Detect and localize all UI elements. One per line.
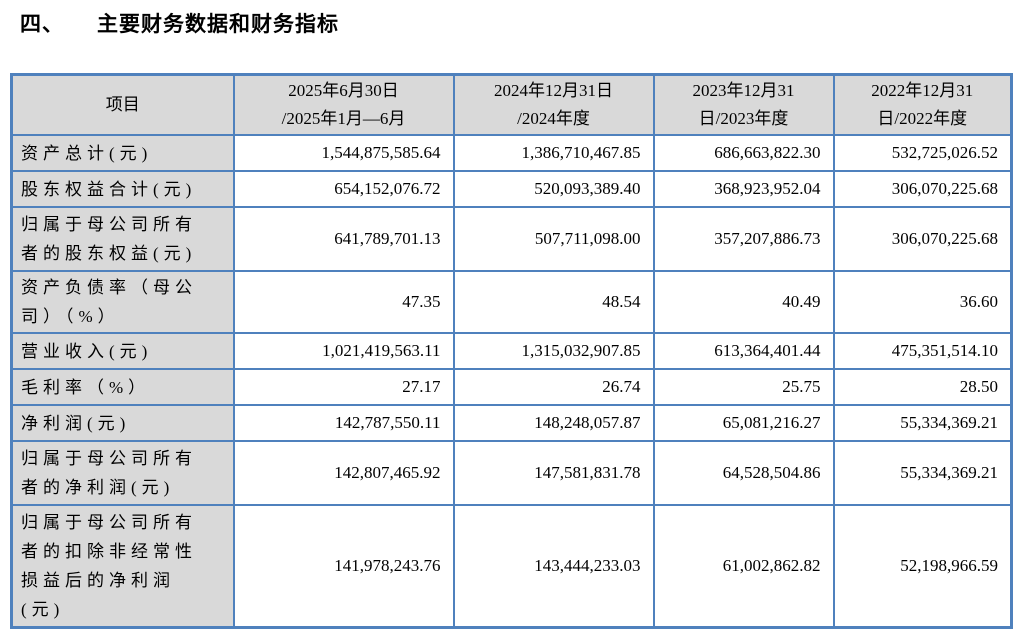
value-cell: 142,807,465.92 — [232, 440, 455, 506]
value-cell: 27.17 — [232, 368, 455, 406]
row-label: 股东权益合计(元) — [10, 170, 235, 208]
value-cell: 475,351,514.10 — [832, 332, 1013, 370]
column-header-2025: 2025年6月30日 /2025年1月—6月 — [232, 73, 455, 136]
value-cell: 147,581,831.78 — [452, 440, 655, 506]
column-header-2022: 2022年12月31 日/2022年度 — [832, 73, 1013, 136]
value-cell: 1,315,032,907.85 — [452, 332, 655, 370]
value-cell: 26.74 — [452, 368, 655, 406]
section-number: 四、 — [20, 13, 64, 36]
row-label: 净利润(元) — [10, 404, 235, 442]
row-label: 归属于母公司所有 者的股东权益(元) — [10, 206, 235, 272]
value-cell: 368,923,952.04 — [652, 170, 835, 208]
value-cell: 64,528,504.86 — [652, 440, 835, 506]
table-row-adjusted-net-profit: 归属于母公司所有 者的扣除非经常性 损益后的净利润 (元) 141,978,24… — [10, 504, 1013, 629]
value-cell: 143,444,233.03 — [452, 504, 655, 629]
table-row-debt-ratio: 资产负债率（母公 司）（%） 47.35 48.54 40.49 36.60 — [10, 270, 1013, 334]
value-cell: 65,081,216.27 — [652, 404, 835, 442]
column-header-2024: 2024年12月31日 /2024年度 — [452, 73, 655, 136]
row-label: 资产总计(元) — [10, 134, 235, 172]
table-row-total-assets: 资产总计(元) 1,544,875,585.64 1,386,710,467.8… — [10, 134, 1013, 172]
value-cell: 48.54 — [452, 270, 655, 334]
value-cell: 520,093,389.40 — [452, 170, 655, 208]
value-cell: 47.35 — [232, 270, 455, 334]
row-label: 营业收入(元) — [10, 332, 235, 370]
table-row-net-profit: 净利润(元) 142,787,550.11 148,248,057.87 65,… — [10, 404, 1013, 442]
table-header-row: 项目 2025年6月30日 /2025年1月—6月 2024年12月31日 /2… — [10, 73, 1013, 136]
table-row-parent-net-profit: 归属于母公司所有 者的净利润(元) 142,807,465.92 147,581… — [10, 440, 1013, 506]
row-label: 归属于母公司所有 者的净利润(元) — [10, 440, 235, 506]
table-row-parent-equity: 归属于母公司所有 者的股东权益(元) 641,789,701.13 507,71… — [10, 206, 1013, 272]
value-cell: 641,789,701.13 — [232, 206, 455, 272]
section-title-text: 主要财务数据和财务指标 — [97, 13, 339, 36]
section-title: 四、 主要财务数据和财务指标 — [20, 8, 1020, 38]
column-header-2023: 2023年12月31 日/2023年度 — [652, 73, 835, 136]
value-cell: 55,334,369.21 — [832, 404, 1013, 442]
value-cell: 532,725,026.52 — [832, 134, 1013, 172]
value-cell: 148,248,057.87 — [452, 404, 655, 442]
table-row-gross-margin: 毛利率（%） 27.17 26.74 25.75 28.50 — [10, 368, 1013, 406]
financial-table: 项目 2025年6月30日 /2025年1月—6月 2024年12月31日 /2… — [10, 73, 1013, 629]
value-cell: 141,978,243.76 — [232, 504, 455, 629]
row-label: 资产负债率（母公 司）（%） — [10, 270, 235, 334]
table-row-total-equity: 股东权益合计(元) 654,152,076.72 520,093,389.40 … — [10, 170, 1013, 208]
value-cell: 36.60 — [832, 270, 1013, 334]
value-cell: 306,070,225.68 — [832, 170, 1013, 208]
table-row-revenue: 营业收入(元) 1,021,419,563.11 1,315,032,907.8… — [10, 332, 1013, 370]
value-cell: 357,207,886.73 — [652, 206, 835, 272]
value-cell: 1,544,875,585.64 — [232, 134, 455, 172]
value-cell: 52,198,966.59 — [832, 504, 1013, 629]
value-cell: 654,152,076.72 — [232, 170, 455, 208]
value-cell: 1,386,710,467.85 — [452, 134, 655, 172]
value-cell: 55,334,369.21 — [832, 440, 1013, 506]
value-cell: 142,787,550.11 — [232, 404, 455, 442]
value-cell: 28.50 — [832, 368, 1013, 406]
value-cell: 1,021,419,563.11 — [232, 332, 455, 370]
value-cell: 61,002,862.82 — [652, 504, 835, 629]
value-cell: 686,663,822.30 — [652, 134, 835, 172]
value-cell: 613,364,401.44 — [652, 332, 835, 370]
value-cell: 25.75 — [652, 368, 835, 406]
value-cell: 40.49 — [652, 270, 835, 334]
row-label: 毛利率（%） — [10, 368, 235, 406]
row-label: 归属于母公司所有 者的扣除非经常性 损益后的净利润 (元) — [10, 504, 235, 629]
value-cell: 507,711,098.00 — [452, 206, 655, 272]
column-header-item: 项目 — [10, 73, 235, 136]
value-cell: 306,070,225.68 — [832, 206, 1013, 272]
